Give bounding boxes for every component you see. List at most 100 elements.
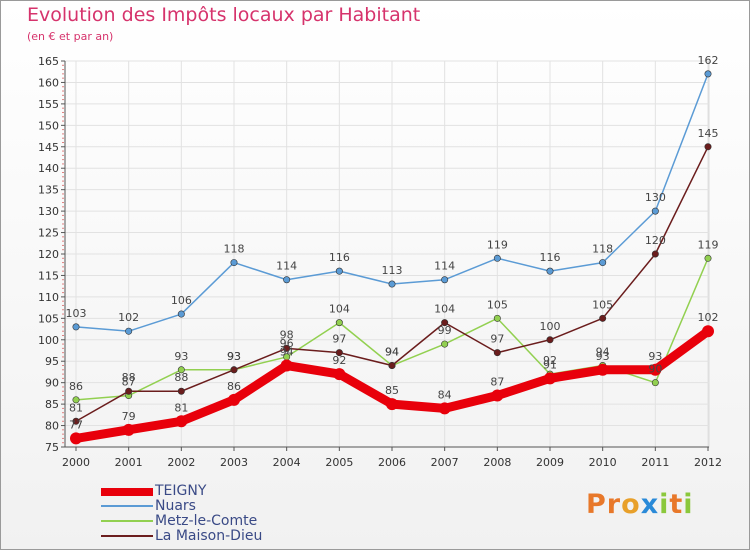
data-point-metz-le-comte[interactable] bbox=[493, 314, 501, 322]
data-point-nuars[interactable] bbox=[125, 327, 133, 335]
y-tick-label: 90 bbox=[45, 377, 59, 390]
data-label-la-maison-dieu: 97 bbox=[490, 333, 504, 346]
data-point-la-maison-dieu[interactable] bbox=[125, 387, 133, 395]
legend-label-nuars: Nuars bbox=[155, 498, 196, 514]
data-point-teigny[interactable] bbox=[333, 368, 346, 381]
data-label-teigny: 87 bbox=[490, 376, 504, 389]
data-point-la-maison-dieu[interactable] bbox=[72, 417, 80, 425]
data-label-teigny: 81 bbox=[174, 401, 188, 414]
data-point-la-maison-dieu[interactable] bbox=[335, 349, 343, 357]
data-point-metz-le-comte[interactable] bbox=[704, 254, 712, 262]
data-point-nuars[interactable] bbox=[388, 280, 396, 288]
data-point-teigny[interactable] bbox=[70, 432, 82, 445]
data-point-teigny[interactable] bbox=[491, 389, 504, 402]
data-point-teigny[interactable] bbox=[702, 325, 714, 338]
data-label-nuars: 103 bbox=[66, 307, 87, 320]
data-point-nuars[interactable] bbox=[283, 276, 291, 284]
data-point-la-maison-dieu[interactable] bbox=[546, 336, 554, 344]
data-label-la-maison-dieu: 98 bbox=[280, 328, 294, 341]
data-label-metz-le-comte: 92 bbox=[543, 354, 557, 367]
data-point-nuars[interactable] bbox=[335, 267, 343, 275]
data-point-nuars[interactable] bbox=[493, 254, 501, 262]
data-label-la-maison-dieu: 104 bbox=[434, 303, 455, 316]
data-point-metz-le-comte[interactable] bbox=[72, 396, 80, 404]
data-point-teigny[interactable] bbox=[649, 363, 662, 376]
data-point-la-maison-dieu[interactable] bbox=[493, 349, 501, 357]
data-point-teigny[interactable] bbox=[122, 423, 135, 436]
data-point-metz-le-comte[interactable] bbox=[441, 340, 449, 348]
data-point-la-maison-dieu[interactable] bbox=[230, 366, 238, 374]
legend-swatch-metz-le-comte bbox=[101, 520, 153, 522]
data-label-nuars: 106 bbox=[171, 294, 192, 307]
data-label-teigny: 92 bbox=[332, 354, 346, 367]
data-point-metz-le-comte[interactable] bbox=[335, 319, 343, 327]
data-point-nuars[interactable] bbox=[230, 259, 238, 267]
y-tick-label: 75 bbox=[45, 441, 59, 454]
y-tick-label: 140 bbox=[38, 162, 59, 175]
data-point-la-maison-dieu[interactable] bbox=[283, 344, 291, 352]
data-point-nuars[interactable] bbox=[599, 259, 607, 267]
legend-label-teigny: TEIGNY bbox=[155, 483, 207, 499]
data-label-nuars: 114 bbox=[276, 260, 297, 273]
data-point-la-maison-dieu[interactable] bbox=[388, 362, 396, 370]
data-point-la-maison-dieu[interactable] bbox=[441, 319, 449, 327]
chart-subtitle: (en € et par an) bbox=[27, 30, 114, 43]
data-point-nuars[interactable] bbox=[441, 276, 449, 284]
legend-swatch-la-maison-dieu bbox=[101, 535, 153, 537]
x-tick-label: 2010 bbox=[589, 456, 617, 469]
y-tick-label: 165 bbox=[38, 55, 59, 68]
data-point-teigny[interactable] bbox=[280, 359, 293, 372]
data-point-teigny[interactable] bbox=[386, 398, 398, 411]
y-tick-label: 100 bbox=[38, 334, 59, 347]
data-label-layer: 103 102 106 118 114 116 113 114 119 116 118 130 162 8… bbox=[66, 54, 719, 432]
x-tick-label: 2009 bbox=[536, 456, 564, 469]
data-label-metz-le-comte: 104 bbox=[329, 303, 350, 316]
logo-letter: P bbox=[586, 489, 607, 520]
y-tick-label: 80 bbox=[45, 420, 59, 433]
data-label-teigny: 86 bbox=[227, 380, 241, 393]
data-point-metz-le-comte[interactable] bbox=[651, 379, 659, 387]
y-tick-label: 115 bbox=[38, 269, 59, 282]
x-tick-label: 2012 bbox=[694, 456, 722, 469]
data-point-teigny[interactable] bbox=[596, 363, 609, 376]
series-layer bbox=[70, 70, 714, 445]
data-point-nuars[interactable] bbox=[546, 267, 554, 275]
data-point-teigny[interactable] bbox=[175, 415, 188, 428]
data-label-nuars: 113 bbox=[382, 264, 403, 277]
y-tick-label: 135 bbox=[38, 184, 59, 197]
data-label-nuars: 116 bbox=[540, 251, 561, 264]
data-point-la-maison-dieu[interactable] bbox=[704, 143, 712, 151]
data-point-metz-le-comte[interactable] bbox=[177, 366, 185, 374]
data-label-nuars: 118 bbox=[592, 243, 613, 256]
y-tick-label: 110 bbox=[38, 291, 59, 304]
data-point-nuars[interactable] bbox=[704, 70, 712, 78]
data-label-teigny: 93 bbox=[596, 350, 610, 363]
data-label-la-maison-dieu: 145 bbox=[698, 127, 719, 140]
data-label-teigny: 102 bbox=[698, 311, 719, 324]
data-label-la-maison-dieu: 93 bbox=[227, 350, 241, 363]
data-point-nuars[interactable] bbox=[651, 207, 659, 215]
x-tick-label: 2002 bbox=[167, 456, 195, 469]
data-label-nuars: 162 bbox=[698, 54, 719, 67]
data-label-teigny: 93 bbox=[648, 350, 662, 363]
data-label-la-maison-dieu: 94 bbox=[385, 346, 399, 359]
data-point-la-maison-dieu[interactable] bbox=[177, 387, 185, 395]
data-label-teigny: 85 bbox=[385, 384, 399, 397]
data-point-la-maison-dieu[interactable] bbox=[651, 250, 659, 258]
data-point-teigny[interactable] bbox=[544, 372, 556, 385]
x-tick-label: 2011 bbox=[641, 456, 669, 469]
data-label-metz-le-comte: 105 bbox=[487, 298, 508, 311]
legend-label-la-maison-dieu: La Maison-Dieu bbox=[155, 528, 263, 544]
data-point-teigny[interactable] bbox=[228, 393, 240, 406]
x-tick-label: 2008 bbox=[483, 456, 511, 469]
data-point-la-maison-dieu[interactable] bbox=[599, 314, 607, 322]
data-point-teigny[interactable] bbox=[438, 402, 451, 415]
data-label-teigny: 94 bbox=[280, 346, 294, 359]
data-label-la-maison-dieu: 105 bbox=[592, 298, 613, 311]
data-point-nuars[interactable] bbox=[72, 323, 80, 331]
legend-swatch-teigny bbox=[101, 488, 153, 496]
chart-title: Evolution des Impôts locaux par Habitant bbox=[27, 4, 421, 26]
x-tick-label: 2007 bbox=[431, 456, 459, 469]
data-point-nuars[interactable] bbox=[177, 310, 185, 318]
